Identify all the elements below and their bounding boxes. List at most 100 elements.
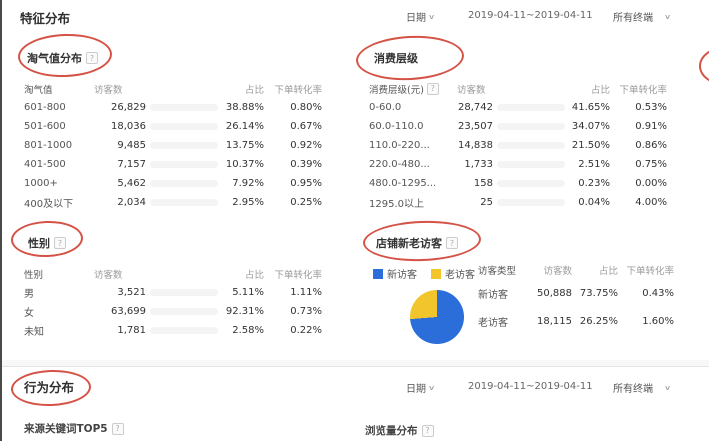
- annotation-circle-edge-fragment: [699, 47, 709, 85]
- share-value: 13.75%: [225, 140, 264, 151]
- annotation-circle-gender: [10, 219, 84, 259]
- table-row: 1295.0以上 25 0.04% 4.00%: [369, 193, 667, 212]
- gender-table: 性别 访客数 占比 下单转化率 男 3,521 5.11% 1.11% 女 63…: [24, 264, 322, 340]
- behavior-terminal-select[interactable]: 所有终端 ∨: [613, 380, 671, 396]
- pageview-title-text: 浏览量分布: [365, 425, 418, 437]
- conversion-value: 0.53%: [635, 102, 667, 113]
- feature-date-filter[interactable]: 日期 ∨: [406, 9, 436, 25]
- date-filter-label: 日期: [406, 13, 426, 24]
- visitors-value: 14,838: [458, 140, 493, 151]
- help-icon[interactable]: ?: [86, 52, 98, 64]
- conversion-value: 0.86%: [635, 140, 667, 151]
- taoqi-table: 淘气值 访客数 占比 下单转化率 601-800 26,829 38.88% 0…: [24, 79, 322, 212]
- section-gap: [2, 360, 709, 366]
- col-header: 访客数: [94, 269, 123, 281]
- feature-date-range[interactable]: 2019-04-11~2019-04-11: [468, 10, 593, 21]
- keywords-top5-title: 来源关键词TOP5 ?: [24, 421, 124, 436]
- row-label: 110.0-220...: [369, 140, 430, 151]
- col-header: 下单转化率: [626, 266, 674, 277]
- pie-legend: 新访客 老访客: [373, 266, 475, 281]
- share-value: 38.88%: [225, 102, 264, 113]
- help-icon[interactable]: ?: [446, 237, 458, 249]
- visitors-value: 1,733: [464, 159, 493, 170]
- chevron-down-icon: ∨: [663, 12, 672, 21]
- legend-swatch-old: [431, 268, 441, 279]
- row-label: 480.0-1295...: [369, 178, 437, 189]
- date-filter-label: 日期: [406, 384, 426, 395]
- row-label: 501-600: [24, 121, 66, 132]
- consume-title-text: 消费层级: [374, 52, 418, 65]
- col-header: 下单转化率: [274, 84, 322, 96]
- section-divider: [2, 366, 709, 367]
- annotation-circle-consume: [354, 33, 466, 83]
- bar-track: [497, 180, 565, 187]
- visitors-value: 50,888: [537, 287, 572, 299]
- bar-track: [497, 199, 565, 206]
- conversion-value: 0.80%: [290, 102, 322, 113]
- gender-title-text: 性别: [28, 237, 50, 250]
- help-icon[interactable]: ?: [421, 424, 434, 437]
- conversion-value: 1.11%: [290, 287, 322, 298]
- col-header: 访客数: [543, 266, 572, 277]
- gender-table-header: 性别 访客数 占比 下单转化率: [24, 264, 322, 283]
- consume-table-header: 消费层级(元)? 访客数 占比 下单转化率: [369, 79, 667, 98]
- row-label: 400及以下: [24, 199, 74, 210]
- col-header: 占比: [598, 266, 618, 277]
- bar-track: [497, 104, 565, 111]
- table-row: 新访客 50,888 73.75% 0.43%: [478, 279, 678, 307]
- annotation-circle-taoqi: [17, 32, 113, 79]
- bar-track: [150, 104, 218, 111]
- visitor-type-pie-chart: [410, 290, 464, 344]
- conversion-value: 4.00%: [635, 197, 667, 208]
- bar-track: [150, 289, 218, 296]
- row-label: 1295.0以上: [369, 199, 424, 210]
- taoqi-table-header: 淘气值 访客数 占比 下单转化率: [24, 79, 322, 98]
- terminal-select-value: 所有终端: [613, 384, 653, 395]
- legend-item-new: 新访客: [373, 266, 417, 281]
- visitors-value: 5,462: [117, 178, 146, 189]
- table-row: 未知 1,781 2.58% 0.22%: [24, 321, 322, 340]
- visitors-value: 18,115: [537, 315, 572, 327]
- visitors-value: 1,781: [117, 325, 146, 336]
- bar-track: [497, 142, 565, 149]
- table-row: 60.0-110.0 23,507 34.07% 0.91%: [369, 117, 667, 136]
- behavior-date-range[interactable]: 2019-04-11~2019-04-11: [468, 381, 593, 392]
- table-row: 男 3,521 5.11% 1.11%: [24, 283, 322, 302]
- bar-track: [150, 327, 218, 334]
- table-row: 401-500 7,157 10.37% 0.39%: [24, 155, 322, 174]
- visitor-type-table: 访客类型 访客数 占比 下单转化率 新访客 50,888 73.75% 0.43…: [478, 261, 678, 335]
- row-label: 男: [24, 289, 34, 300]
- annotation-circle-behavior: [10, 368, 92, 408]
- share-value: 92.31%: [225, 306, 264, 317]
- conversion-value: 0.75%: [635, 159, 667, 170]
- visitors-value: 158: [473, 178, 493, 189]
- row-label: 女: [24, 308, 34, 319]
- conversion-value: 0.00%: [635, 178, 667, 189]
- share-value: 26.25%: [579, 315, 618, 327]
- help-icon[interactable]: ?: [426, 82, 439, 95]
- bar-track: [150, 123, 218, 130]
- conversion-value: 0.67%: [290, 121, 322, 132]
- visitors-value: 18,036: [111, 121, 146, 132]
- legend-label-old: 老访客: [445, 270, 475, 281]
- conversion-value: 1.60%: [642, 315, 674, 327]
- behavior-date-filter[interactable]: 日期 ∨: [406, 380, 435, 396]
- legend-label-new: 新访客: [387, 270, 417, 281]
- feature-terminal-select[interactable]: 所有终端 ∨: [613, 9, 672, 25]
- share-value: 34.07%: [571, 121, 610, 132]
- col-header: 淘气值: [24, 84, 53, 96]
- conversion-value: 0.39%: [290, 159, 322, 170]
- col-header: 占比: [244, 84, 264, 96]
- taoqi-section-title: 淘气值分布 ?: [27, 50, 98, 66]
- pageview-title: 浏览量分布 ?: [365, 423, 434, 438]
- conversion-value: 0.25%: [290, 197, 322, 208]
- help-icon[interactable]: ?: [111, 422, 124, 435]
- col-header: 访客数: [457, 84, 486, 96]
- chevron-down-icon: ∨: [427, 12, 436, 21]
- help-icon[interactable]: ?: [54, 237, 66, 249]
- share-value: 5.11%: [232, 287, 264, 298]
- visitors-value: 2,034: [117, 197, 146, 208]
- legend-item-old: 老访客: [431, 266, 475, 281]
- conversion-value: 0.73%: [290, 306, 322, 317]
